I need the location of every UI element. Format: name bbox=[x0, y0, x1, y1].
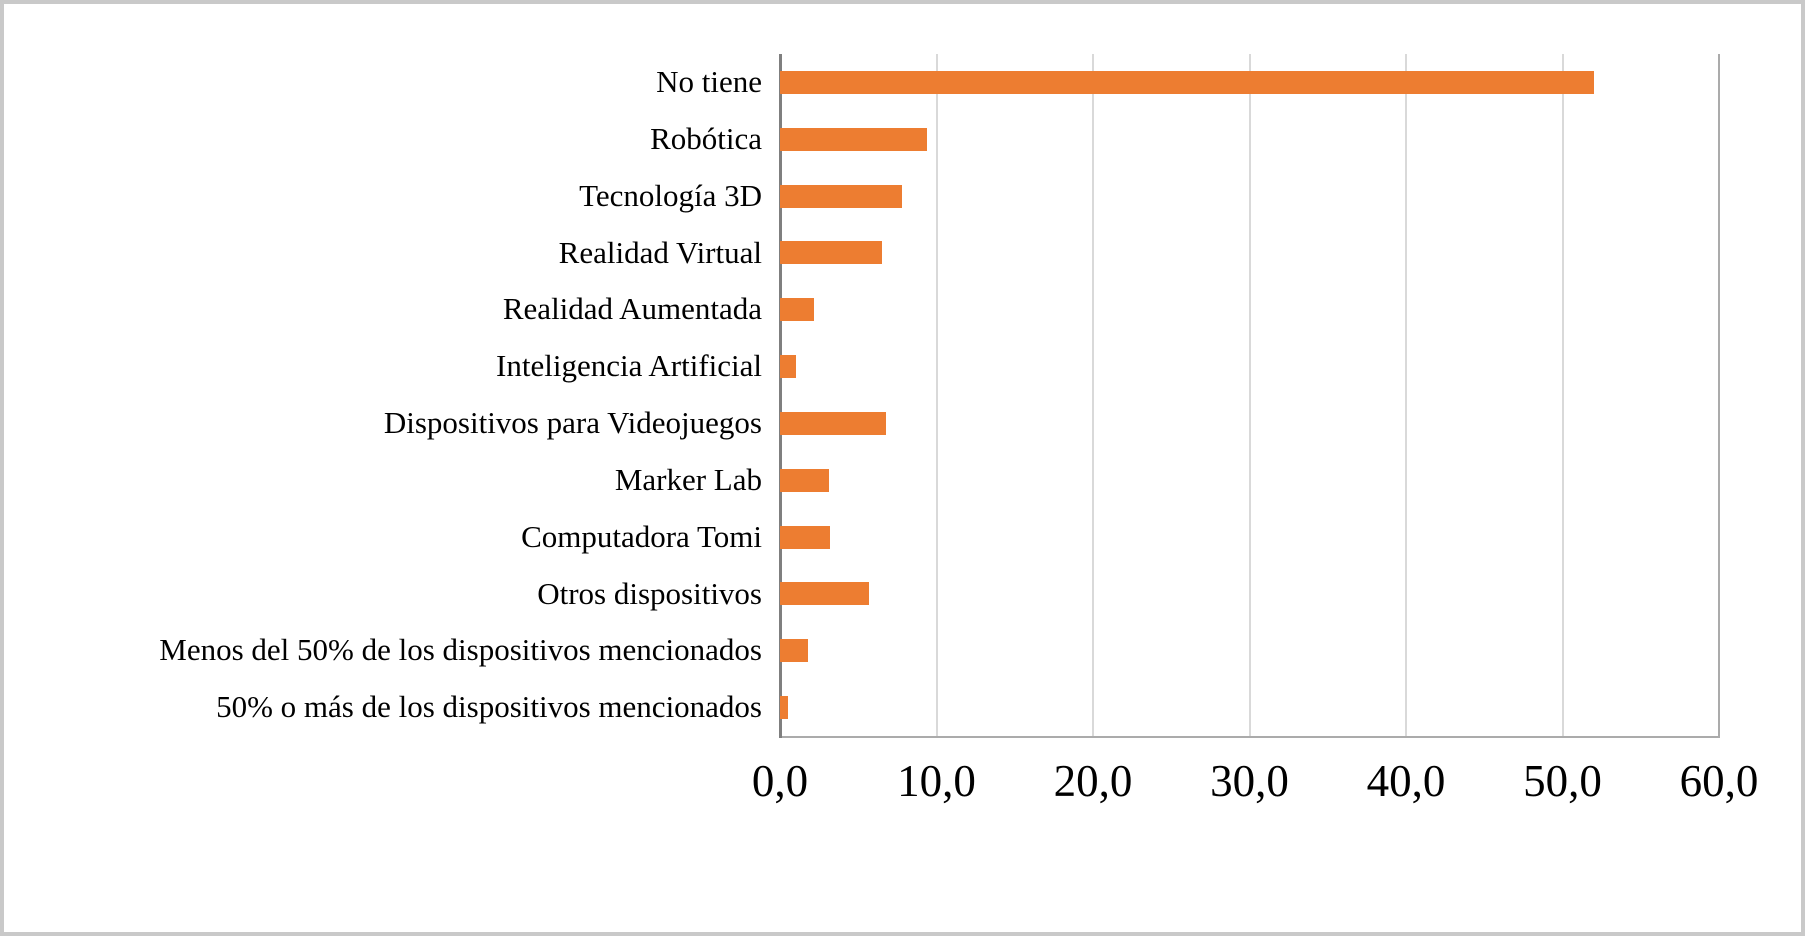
category-label: Tecnología 3D bbox=[579, 177, 762, 213]
x-tick-label: 30,0 bbox=[1210, 756, 1289, 806]
category-label: Marker Lab bbox=[614, 461, 762, 497]
bar bbox=[780, 696, 788, 720]
plot-right-border bbox=[1718, 54, 1720, 736]
bar bbox=[780, 525, 831, 549]
bar bbox=[780, 355, 796, 379]
bar bbox=[780, 582, 870, 606]
category-label: 50% o más de los dispositivos mencionado… bbox=[216, 689, 762, 725]
x-tick-label: 20,0 bbox=[1053, 756, 1133, 806]
category-label: Otros dispositivos bbox=[537, 575, 762, 611]
x-axis-line bbox=[780, 736, 1720, 738]
x-tick-label: 60,0 bbox=[1679, 756, 1759, 806]
x-tick-label: 10,0 bbox=[897, 756, 976, 806]
bar bbox=[780, 639, 809, 663]
y-axis-line bbox=[779, 54, 782, 738]
bar bbox=[780, 298, 815, 322]
bar bbox=[780, 70, 1594, 94]
gridline bbox=[1248, 54, 1251, 736]
bar bbox=[780, 411, 887, 435]
category-label: Robótica bbox=[650, 120, 762, 156]
gridline bbox=[935, 54, 938, 736]
bar bbox=[780, 468, 829, 492]
bar bbox=[780, 184, 903, 208]
gridline bbox=[1405, 54, 1407, 736]
gridline bbox=[1092, 54, 1094, 736]
category-label: Dispositivos para Videojuegos bbox=[383, 405, 762, 440]
category-label: Realidad Aumentada bbox=[502, 291, 762, 327]
category-label: Menos del 50% de los dispositivos mencio… bbox=[159, 632, 762, 668]
bar bbox=[780, 241, 882, 265]
bar bbox=[780, 127, 928, 151]
x-tick-label: 0,0 bbox=[751, 756, 809, 806]
gridline bbox=[1561, 54, 1564, 736]
category-label: No tiene bbox=[656, 64, 762, 99]
category-label: Computadora Tomi bbox=[521, 518, 762, 554]
x-tick-label: 40,0 bbox=[1366, 756, 1446, 806]
category-label: Realidad Virtual bbox=[558, 234, 762, 270]
x-tick-label: 50,0 bbox=[1523, 756, 1602, 806]
category-label: Inteligencia Artificial bbox=[496, 348, 762, 384]
